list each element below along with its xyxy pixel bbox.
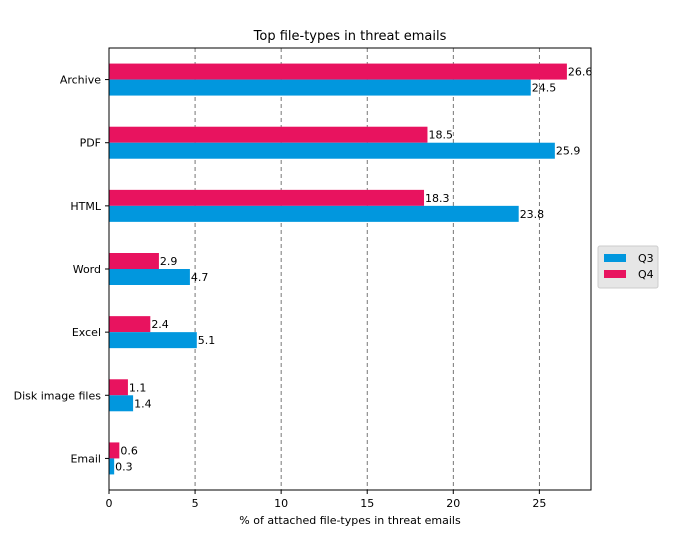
x-tick-label: 0 (106, 497, 113, 510)
data-label: 5.1 (198, 334, 216, 347)
legend-swatch-q3 (604, 254, 626, 262)
y-tick-label: Email (70, 452, 101, 465)
data-label: 0.3 (115, 460, 132, 473)
y-axis: Archive PDF HTML Word Excel Disk image files E… (14, 74, 109, 465)
x-tick-label: 10 (274, 497, 288, 510)
bars (109, 63, 567, 475)
bar-q3 (109, 458, 115, 475)
y-tick-label: HTML (70, 200, 101, 213)
y-tick-label: Disk image files (14, 389, 102, 402)
data-label: 25.9 (556, 145, 581, 158)
bar-q3 (109, 269, 190, 285)
data-label: 23.8 (520, 208, 545, 221)
data-label: 2.4 (151, 318, 169, 331)
x-tick-label: 15 (360, 497, 374, 510)
y-tick-label: PDF (80, 137, 101, 150)
bar-q4 (109, 379, 128, 396)
y-tick-label: Word (73, 263, 101, 276)
x-tick-label: 5 (192, 497, 199, 510)
data-label: 1.1 (129, 381, 147, 394)
data-label: 26.6 (568, 66, 593, 79)
bar-q3 (109, 395, 134, 412)
bar-q4 (109, 316, 151, 333)
bar-q4 (109, 189, 425, 206)
bar-q4 (109, 442, 120, 459)
chart-title: Top file-types in threat emails (253, 29, 447, 44)
y-tick-label: Archive (60, 74, 101, 87)
legend-label-q4: Q4 (638, 268, 654, 281)
y-tick-label: Excel (72, 326, 101, 339)
bar-q3 (109, 205, 519, 222)
data-label: 4.7 (191, 271, 209, 284)
bar-q4 (109, 126, 428, 143)
legend-label-q3: Q3 (638, 252, 654, 265)
data-label: 2.9 (160, 255, 178, 268)
data-label: 1.4 (134, 397, 152, 410)
data-labels: 26.6 24.5 18.5 25.9 18.3 23.8 2.9 4.7 2.4 5.1 1.1 1… (115, 66, 592, 474)
data-label: 0.6 (120, 444, 138, 457)
grid-lines (194, 48, 540, 490)
data-label: 18.3 (425, 192, 450, 205)
data-label: 18.5 (428, 129, 453, 142)
bar-q3 (109, 332, 197, 349)
x-tick-label: 20 (446, 497, 460, 510)
x-axis-label: % of attached file-types in threat email… (239, 514, 461, 527)
bar-q3 (109, 79, 531, 96)
bar-q4 (109, 253, 159, 269)
x-axis: 0 5 10 15 20 25 (106, 490, 546, 510)
bar-q3 (109, 142, 555, 159)
x-tick-label: 25 (532, 497, 546, 510)
data-label: 24.5 (532, 82, 557, 95)
legend-swatch-q4 (604, 270, 626, 278)
bar-q4 (109, 63, 567, 80)
